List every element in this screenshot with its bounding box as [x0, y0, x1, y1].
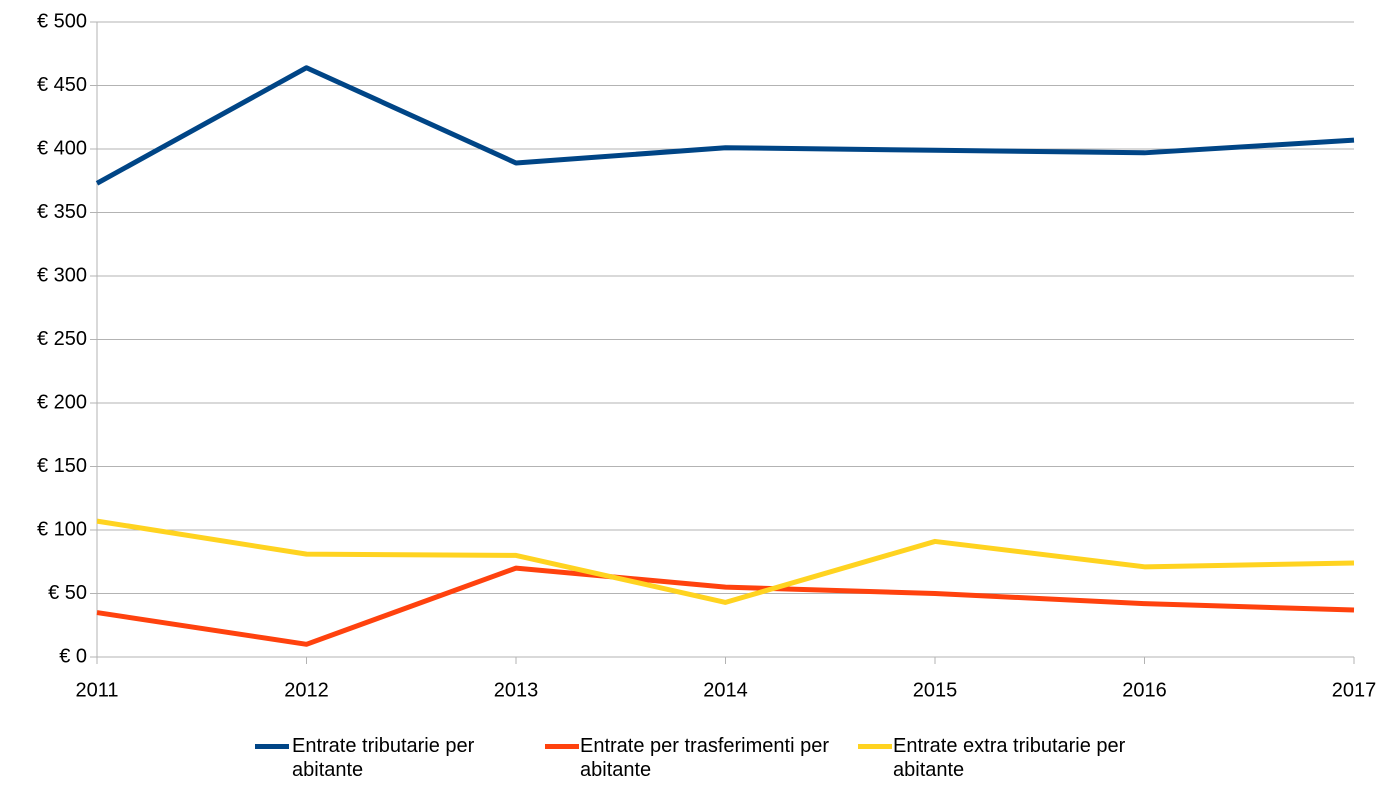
y-tick-label: € 300	[37, 264, 87, 286]
x-tick-label: 2014	[703, 679, 748, 701]
data-line	[95, 65, 1355, 186]
legend-label: Entrate tributarie per abitante	[292, 735, 475, 781]
legend-swatch	[545, 744, 579, 749]
y-tick-label: € 350	[37, 201, 87, 223]
x-tick-label: 2011	[75, 679, 118, 701]
x-tick-label: 2013	[494, 679, 539, 701]
y-tick-label: € 250	[37, 328, 87, 350]
y-tick-label: € 150	[37, 455, 87, 477]
y-tick-label: € 200	[37, 391, 87, 413]
x-tick-label: 2015	[913, 679, 958, 701]
y-tick-label: € 0	[59, 645, 87, 667]
legend-label: Entrate extra tributarie per abitante	[893, 735, 1126, 781]
legend-swatch	[255, 744, 289, 749]
y-tick-label: € 450	[37, 74, 87, 96]
x-tick-label: 2016	[1122, 679, 1167, 701]
legend-swatch	[858, 744, 892, 749]
y-tick-label: € 50	[48, 582, 87, 604]
x-tick-label: 2017	[1332, 679, 1377, 701]
data-line	[96, 518, 1355, 605]
data-line	[96, 565, 1355, 647]
y-tick-label: € 100	[37, 518, 87, 540]
legend-label: Entrate per trasferimenti per abitante	[580, 735, 829, 781]
y-tick-label: € 400	[37, 137, 87, 159]
x-tick-label: 2012	[284, 679, 329, 701]
y-tick-label: € 500	[37, 10, 87, 32]
